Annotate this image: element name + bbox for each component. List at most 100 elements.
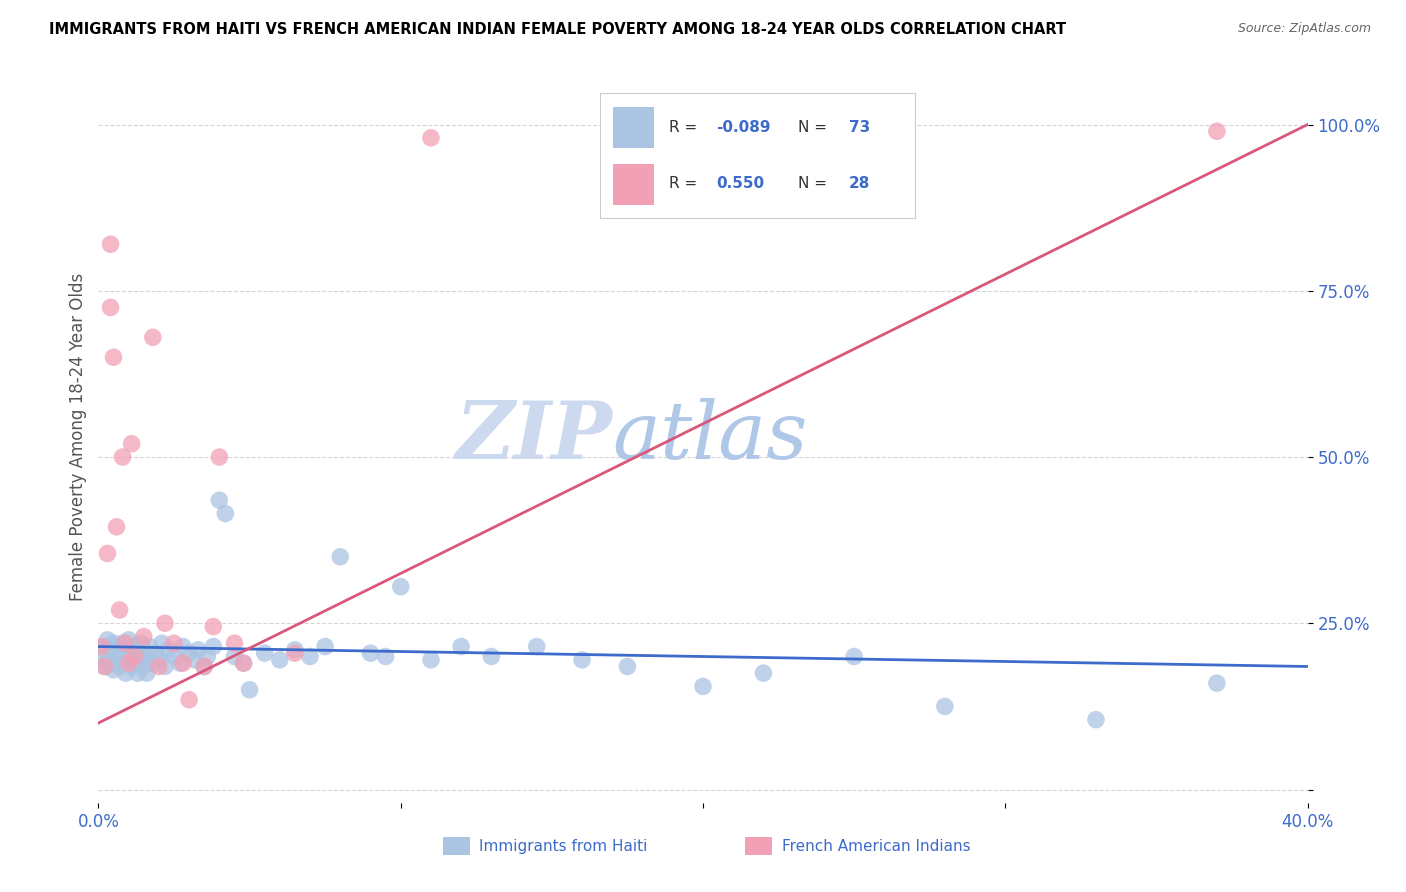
Point xyxy=(187,643,209,657)
Point xyxy=(121,659,143,673)
Point xyxy=(169,656,191,670)
Point xyxy=(1206,124,1229,138)
Point xyxy=(360,646,382,660)
Point xyxy=(214,507,236,521)
Point xyxy=(172,640,194,654)
Point xyxy=(148,653,170,667)
Point xyxy=(224,649,246,664)
Point xyxy=(179,646,201,660)
Point xyxy=(208,450,231,464)
Point xyxy=(208,493,231,508)
Point xyxy=(299,649,322,664)
Point xyxy=(90,653,112,667)
Point xyxy=(96,632,118,647)
Point xyxy=(100,656,122,670)
Point xyxy=(108,659,131,673)
Point xyxy=(96,646,118,660)
Point xyxy=(142,656,165,670)
Point xyxy=(105,653,128,667)
Point xyxy=(124,649,146,664)
Point xyxy=(124,656,146,670)
Point xyxy=(232,656,254,670)
Point xyxy=(111,636,134,650)
Point xyxy=(145,646,167,660)
Text: Source: ZipAtlas.com: Source: ZipAtlas.com xyxy=(1237,22,1371,36)
Point xyxy=(232,656,254,670)
Point xyxy=(93,640,115,654)
Point xyxy=(124,640,146,654)
Point xyxy=(121,649,143,664)
Point xyxy=(103,663,125,677)
Point xyxy=(132,659,155,673)
Y-axis label: Female Poverty Among 18-24 Year Olds: Female Poverty Among 18-24 Year Olds xyxy=(69,273,87,601)
Point xyxy=(103,636,125,650)
Point xyxy=(193,659,215,673)
Point xyxy=(224,636,246,650)
Point xyxy=(844,649,866,664)
Point xyxy=(142,330,165,344)
Bar xyxy=(745,838,772,855)
Point xyxy=(108,646,131,660)
Point xyxy=(139,640,162,654)
Text: French American Indians: French American Indians xyxy=(782,838,970,854)
Point xyxy=(96,546,118,560)
Point xyxy=(616,659,638,673)
Point xyxy=(118,643,141,657)
Point xyxy=(129,636,152,650)
Point xyxy=(526,640,548,654)
Point xyxy=(132,630,155,644)
Point xyxy=(135,666,157,681)
Point xyxy=(108,603,131,617)
Point xyxy=(284,643,307,657)
Point xyxy=(153,616,176,631)
Point xyxy=(389,580,412,594)
Point xyxy=(148,659,170,673)
Point xyxy=(269,653,291,667)
Point xyxy=(239,682,262,697)
Point xyxy=(100,301,122,315)
Point xyxy=(103,351,125,365)
Point xyxy=(114,649,136,664)
Point xyxy=(184,653,207,667)
Point xyxy=(150,636,173,650)
Point xyxy=(132,643,155,657)
Point xyxy=(284,646,307,660)
Point xyxy=(481,649,503,664)
Point xyxy=(105,520,128,534)
Point xyxy=(1206,676,1229,690)
Point xyxy=(153,659,176,673)
Point xyxy=(129,653,152,667)
Point xyxy=(163,636,186,650)
Point xyxy=(90,640,112,654)
Point xyxy=(127,666,149,681)
Point xyxy=(118,632,141,647)
Point xyxy=(127,646,149,660)
Point xyxy=(114,666,136,681)
Bar xyxy=(443,838,470,855)
Point xyxy=(1085,713,1108,727)
Point xyxy=(111,450,134,464)
Point xyxy=(121,436,143,450)
Point xyxy=(111,656,134,670)
Point xyxy=(934,699,956,714)
Point xyxy=(571,653,593,667)
Point xyxy=(202,619,225,633)
Point xyxy=(374,649,396,664)
Point xyxy=(195,649,218,664)
Point xyxy=(420,131,443,145)
Point xyxy=(156,643,179,657)
Point xyxy=(193,659,215,673)
Text: IMMIGRANTS FROM HAITI VS FRENCH AMERICAN INDIAN FEMALE POVERTY AMONG 18-24 YEAR : IMMIGRANTS FROM HAITI VS FRENCH AMERICAN… xyxy=(49,22,1066,37)
Point xyxy=(314,640,336,654)
Point xyxy=(114,636,136,650)
Point xyxy=(253,646,276,660)
Point xyxy=(329,549,352,564)
Point xyxy=(93,659,115,673)
Point xyxy=(135,649,157,664)
Text: atlas: atlas xyxy=(613,399,807,475)
Point xyxy=(163,649,186,664)
Text: ZIP: ZIP xyxy=(456,399,613,475)
Point xyxy=(93,659,115,673)
Point xyxy=(118,656,141,670)
Point xyxy=(172,656,194,670)
